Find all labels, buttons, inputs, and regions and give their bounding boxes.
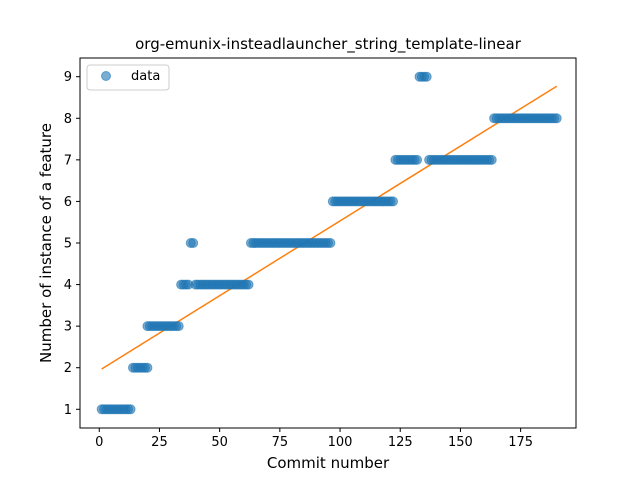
data-point: [243, 279, 254, 290]
data-point: [388, 196, 399, 207]
legend-marker-data: [101, 71, 111, 81]
x-tick-label: 25: [151, 435, 168, 450]
legend-label-data: data: [131, 69, 160, 84]
data-point: [188, 238, 199, 248]
x-tick-label: 150: [448, 435, 473, 450]
y-axis-label: Number of instance of a feature: [37, 123, 55, 363]
data-point: [412, 154, 423, 165]
y-tick-label: 5: [64, 237, 72, 252]
y-tick-label: 7: [64, 153, 72, 168]
data-point: [173, 321, 184, 332]
y-tick-label: 1: [64, 403, 72, 418]
data-point: [421, 71, 432, 82]
y-axis-ticks: 1 2 3 4 5 6 7 8 9: [64, 70, 80, 418]
x-tick-label: 100: [328, 435, 353, 450]
x-axis-label: Commit number: [267, 454, 390, 472]
x-tick-label: 175: [508, 435, 533, 450]
data-point: [325, 238, 336, 248]
x-tick-label: 50: [211, 435, 228, 450]
chart-title: org-emunix-insteadlauncher_string_templa…: [135, 35, 522, 54]
x-axis-ticks: 0 25 50 75 100 125 150 175: [95, 428, 533, 450]
plot-area: [96, 71, 562, 415]
x-tick-label: 0: [95, 435, 103, 450]
y-tick-label: 6: [64, 195, 72, 210]
legend: data: [86, 64, 170, 91]
data-point: [125, 404, 136, 415]
data-point: [142, 362, 153, 373]
x-tick-label: 125: [388, 435, 413, 450]
data-point: [486, 154, 497, 165]
y-tick-label: 8: [64, 112, 72, 127]
y-tick-label: 9: [64, 70, 72, 85]
data-points-layer: [96, 71, 562, 415]
x-tick-label: 75: [272, 435, 289, 450]
y-tick-label: 4: [64, 278, 72, 293]
data-point: [551, 113, 562, 124]
y-tick-label: 2: [64, 361, 72, 376]
y-tick-label: 3: [64, 320, 72, 335]
